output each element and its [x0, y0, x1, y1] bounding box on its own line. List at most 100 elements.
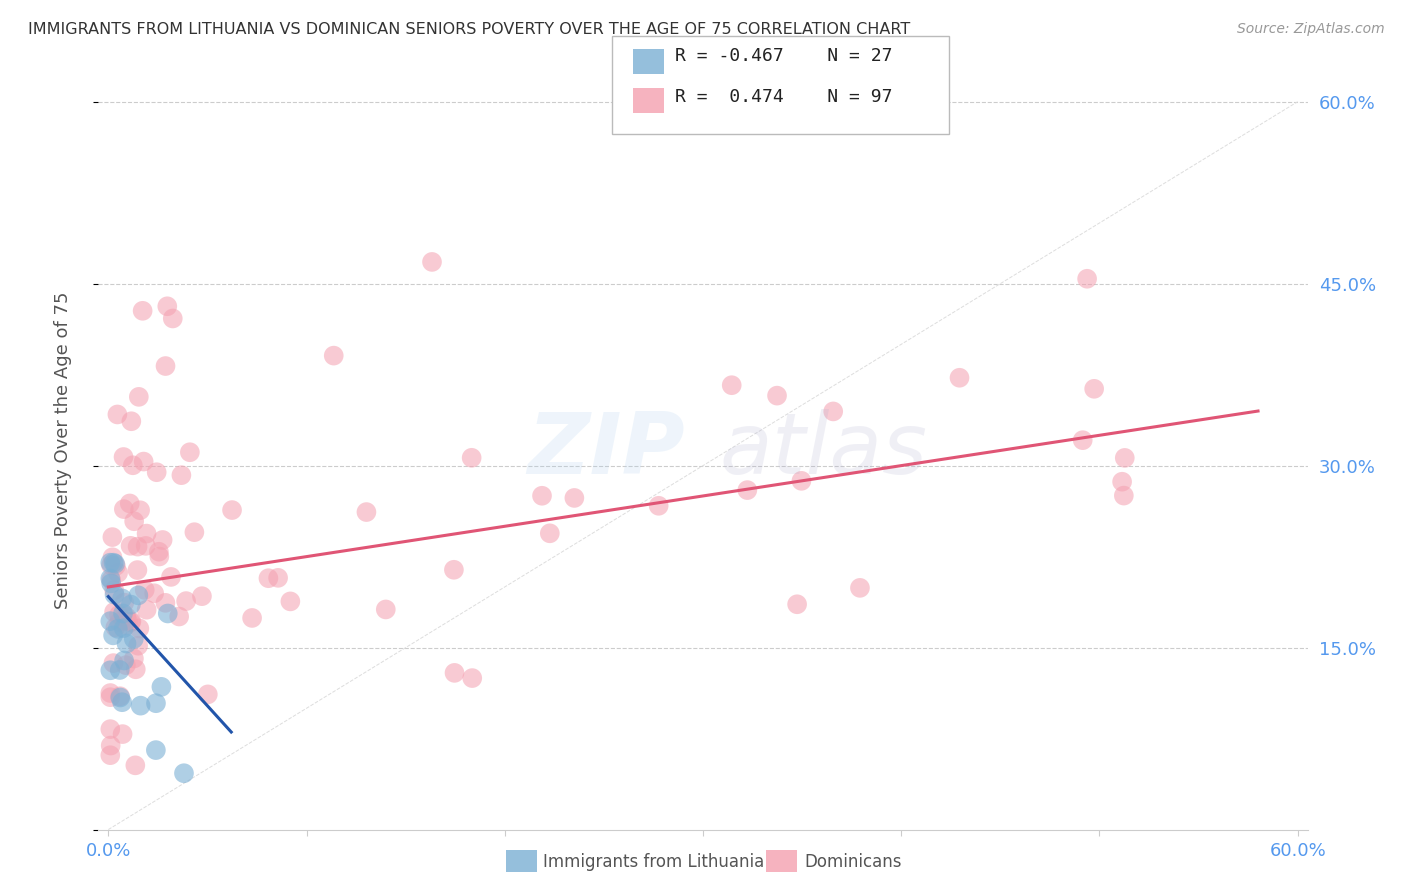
Point — [790, 474, 813, 488]
Point — [173, 766, 195, 780]
Point — [128, 622, 150, 636]
Point — [100, 739, 122, 753]
Point — [183, 525, 205, 540]
Point — [443, 563, 465, 577]
Point — [129, 698, 152, 713]
Point — [115, 658, 138, 673]
Point — [105, 408, 128, 422]
Point — [115, 610, 138, 624]
Point — [132, 454, 155, 468]
Point — [120, 414, 142, 428]
Point — [108, 615, 131, 629]
Point — [111, 695, 134, 709]
Text: Source: ZipAtlas.com: Source: ZipAtlas.com — [1237, 22, 1385, 37]
Point — [103, 656, 125, 670]
Point — [107, 622, 129, 636]
Point — [150, 680, 173, 694]
Point — [103, 583, 125, 598]
Point — [1112, 489, 1135, 503]
Point — [112, 450, 135, 464]
Point — [103, 556, 125, 570]
Point — [124, 758, 146, 772]
Point — [120, 539, 142, 553]
Point — [135, 526, 157, 541]
Point — [257, 571, 280, 585]
Text: ZIP: ZIP — [527, 409, 685, 492]
Point — [356, 505, 378, 519]
Point — [107, 566, 129, 580]
Text: Dominicans: Dominicans — [804, 853, 901, 871]
Point — [120, 615, 142, 629]
Text: R =  0.474    N = 97: R = 0.474 N = 97 — [675, 88, 893, 106]
Point — [160, 570, 183, 584]
Point — [170, 468, 193, 483]
Point — [127, 540, 149, 554]
Point — [420, 255, 443, 269]
Point — [98, 556, 121, 570]
Point — [100, 558, 122, 573]
Point — [117, 615, 139, 629]
Point — [135, 539, 157, 553]
Point — [127, 588, 149, 602]
Point — [98, 748, 121, 763]
Point — [148, 549, 170, 564]
Point — [280, 594, 302, 608]
Point — [129, 503, 152, 517]
Point — [766, 389, 789, 403]
Point — [267, 571, 290, 585]
Point — [647, 499, 669, 513]
Point — [156, 607, 179, 621]
Point — [564, 491, 586, 505]
Point — [111, 727, 134, 741]
Point — [162, 311, 184, 326]
Point — [374, 602, 396, 616]
Point — [737, 483, 759, 497]
Point — [134, 582, 156, 597]
Point — [120, 598, 142, 612]
Point — [104, 557, 127, 571]
Point — [101, 530, 124, 544]
Point — [101, 628, 124, 642]
Point — [110, 690, 132, 705]
Point — [531, 489, 554, 503]
Point — [131, 303, 153, 318]
Point — [152, 533, 174, 547]
Text: R = -0.467    N = 27: R = -0.467 N = 27 — [675, 47, 893, 65]
Point — [108, 690, 131, 704]
Point — [108, 663, 131, 677]
Point — [112, 596, 135, 610]
Point — [98, 663, 121, 677]
Point — [122, 651, 145, 665]
Point — [100, 576, 122, 591]
Point — [179, 445, 201, 459]
Point — [849, 581, 872, 595]
Point — [127, 563, 149, 577]
Point — [112, 502, 135, 516]
Point — [104, 620, 127, 634]
Point — [98, 722, 121, 736]
Point — [145, 465, 167, 479]
Point — [108, 607, 131, 622]
Point — [127, 639, 149, 653]
Point — [148, 545, 170, 559]
Point — [322, 349, 344, 363]
Point — [111, 591, 134, 606]
Point — [155, 359, 177, 373]
Point — [115, 636, 138, 650]
Point — [191, 589, 214, 603]
Point — [103, 605, 125, 619]
Point — [240, 611, 263, 625]
Point — [118, 496, 141, 510]
Point — [98, 614, 121, 628]
Point — [98, 690, 121, 705]
Point — [122, 632, 145, 646]
Point — [156, 299, 179, 313]
Point — [98, 571, 121, 585]
Point — [155, 596, 177, 610]
Point — [100, 573, 122, 587]
Point — [174, 594, 197, 608]
Point — [720, 378, 742, 392]
Point — [143, 586, 166, 600]
Point — [122, 514, 145, 528]
Point — [128, 390, 150, 404]
